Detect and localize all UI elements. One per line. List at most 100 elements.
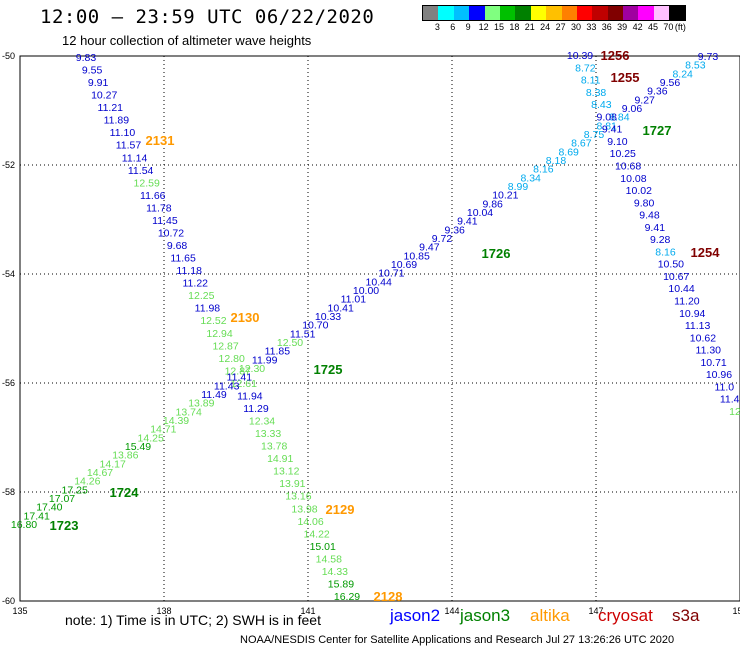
page-subtitle: 12 hour collection of altimeter wave hei… [62,33,312,48]
track-value-descending-west: 9.55 [82,65,103,77]
track-value-ascending: 9.56 [660,77,681,89]
track-value-ascending: 9.36 [444,224,465,236]
track-value-descending-west: 13.98 [291,503,317,515]
pass-number-label: 2130 [231,310,260,325]
track-value-descending-east: 10.96 [706,369,732,381]
lon-tick-label: 135 [12,606,27,616]
track-value-ascending: 8.34 [520,172,541,184]
track-value-ascending: 9.41 [457,216,478,228]
color-scale-label: 33 [586,22,597,32]
track-value-descending-west: 11.18 [176,265,202,277]
pass-number-label: 1725 [314,362,343,377]
track-value-ascending: 10.21 [492,190,518,202]
track-value-descending-west: 11.57 [116,140,142,152]
track-value-descending-west: 11.22 [183,278,209,290]
track-value-descending-west: 12.52 [200,315,226,327]
track-value-descending-east: 12 [729,406,740,418]
track-value-ascending: 14.39 [163,415,189,427]
track-value-ascending: 8.67 [571,138,592,150]
track-value-ascending: 9.36 [647,86,668,98]
track-value-ascending: 13.86 [112,450,138,462]
track-value-ascending: 17.41 [24,510,50,522]
pass-number-label: 2131 [146,133,175,148]
track-value-ascending: 16.80 [11,519,37,531]
legend-altika: altika [530,606,570,625]
track-values: 9.839.559.9110.2711.2111.8911.1011.5711.… [11,50,740,603]
pass-number-label: 1724 [110,485,140,500]
legend-cryosat: cryosat [598,606,653,625]
track-value-descending-west: 16.29 [334,591,360,603]
track-value-descending-west: 11.10 [110,127,136,139]
track-value-descending-west: 14.58 [316,553,342,565]
color-scale-label: 9 [465,22,471,32]
track-value-descending-west: 12.87 [225,365,251,377]
track-value-ascending: 10.85 [404,250,430,262]
track-value-descending-west: 12.87 [212,340,238,352]
color-swatch [638,6,654,20]
track-value-ascending: 9.72 [432,233,453,245]
track-value-ascending: 14.25 [138,432,164,444]
pass-number-label: 2129 [326,502,355,517]
track-value-descending-west: 12.59 [134,177,160,189]
track-value-ascending: 14.71 [150,424,176,436]
track-value-descending-east: 10.68 [615,160,641,172]
track-value-descending-west: 12.25 [188,290,214,302]
track-value-ascending: 13.89 [188,398,214,410]
track-value-descending-west: 11.21 [98,102,124,114]
lon-tick-label: 144 [444,606,459,616]
lat-tick-label: -52 [2,160,15,170]
pass-labels: 2131 2130 2129 2128 1727 1726 1725 1724 1723 1256… [50,48,721,604]
track-value-descending-west: 14.22 [304,528,330,540]
footer-note: note: 1) Time is in UTC; 2) SWH is in fe… [65,612,321,628]
color-swatch [530,6,547,20]
color-swatch [499,6,516,20]
color-scale-swatches [422,5,686,21]
lat-lon-grid [20,56,740,601]
track-value-ascending: 10.69 [391,259,417,271]
track-value-descending-east: 8.11 [581,75,601,87]
track-value-descending-east: 10.67 [663,271,689,283]
track-value-descending-east: 10.94 [679,308,705,320]
track-value-descending-west: 11.78 [146,202,172,214]
track-value-descending-west: 9.91 [88,77,109,89]
color-swatch [423,6,439,20]
track-value-descending-east: 9.28 [650,234,671,246]
track-value-descending-west: 12.61 [231,378,257,390]
axis-labels: 135 138 141 144 147 150 -50 -52 -54 -56 -58 -60 [2,51,740,616]
track-value-descending-east: 10.39 [567,50,593,62]
track-value-descending-east: 9.48 [639,210,660,222]
pass-number-label: 1723 [50,518,79,533]
track-value-descending-west: 11.89 [104,115,130,127]
track-value-descending-west: 14.06 [297,516,323,528]
track-value-ascending: 8.24 [672,68,693,80]
track-value-descending-west: 12.34 [249,416,275,428]
track-value-descending-west: 12.94 [206,328,232,340]
track-value-descending-west: 14.91 [267,453,293,465]
track-value-ascending: 9.06 [622,103,643,115]
lon-tick-label: 150 [732,606,740,616]
track-value-ascending: 10.70 [302,320,328,332]
track-value-ascending: 17.25 [62,484,88,496]
page-title: 12:00 – 23:59 UTC 06/22/2020 [40,6,375,28]
track-value-descending-east: 11.13 [685,320,711,332]
color-scale-label: 12 [478,22,489,32]
color-swatch [561,6,577,20]
color-swatch [515,6,531,20]
color-scale-label: 45 [647,22,659,32]
track-value-ascending: 9.27 [634,94,655,106]
track-value-descending-west: 11.65 [170,253,196,265]
color-scale-label: 39 [617,22,628,32]
track-value-descending-east: 9.10 [607,136,628,148]
color-scale-label: 70 [663,22,674,32]
track-value-ascending: 8.99 [508,181,529,193]
track-value-ascending: 11.51 [290,328,316,340]
track-value-descending-west: 11.54 [128,165,154,177]
track-value-descending-east: 9.41 [602,124,623,136]
lon-tick-label: 147 [588,606,603,616]
color-scale-label: 3 [434,22,440,32]
track-value-ascending: 15.49 [125,441,151,453]
track-value-descending-east: 11.30 [696,345,722,357]
track-value-ascending: 14.26 [74,476,100,488]
track-value-descending-west: 11.94 [237,390,263,402]
